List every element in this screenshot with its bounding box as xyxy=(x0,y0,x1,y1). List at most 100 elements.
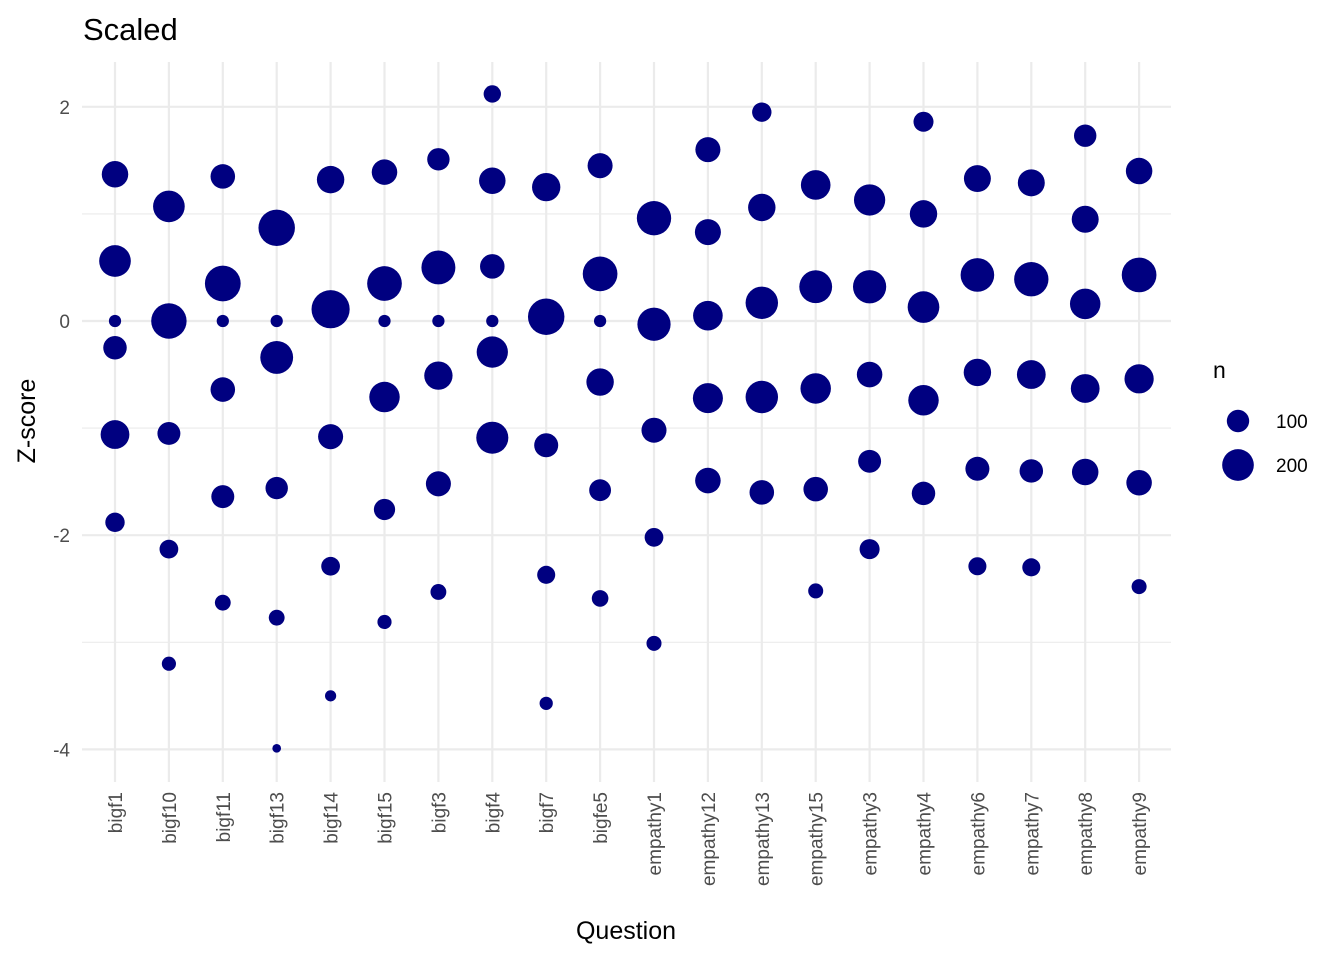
legend-key-label: 200 xyxy=(1276,456,1308,477)
data-point xyxy=(752,102,772,122)
data-point xyxy=(1126,469,1152,496)
data-point xyxy=(1124,364,1154,394)
data-point xyxy=(101,161,129,188)
data-point xyxy=(105,512,125,533)
data-point xyxy=(108,314,122,328)
data-point xyxy=(151,303,187,339)
x-tick-label: bigf10 xyxy=(160,792,181,844)
data-point xyxy=(960,258,995,292)
data-point xyxy=(424,361,453,390)
data-point xyxy=(532,172,561,202)
data-point xyxy=(1016,360,1046,389)
data-point xyxy=(161,656,176,671)
data-point xyxy=(270,314,283,328)
data-point xyxy=(963,165,991,193)
data-point xyxy=(378,314,391,328)
data-point xyxy=(103,336,127,360)
data-point xyxy=(1014,262,1049,297)
data-point xyxy=(367,266,402,301)
x-tick-label: empathy15 xyxy=(807,792,828,886)
data-point xyxy=(427,148,450,171)
y-tick-labels: -4 -2 0 2 xyxy=(53,98,70,762)
x-tick-label: empathy8 xyxy=(1076,792,1097,875)
data-point xyxy=(260,340,294,374)
y-axis-label: Z-score xyxy=(13,379,41,464)
x-tick-label: bigf7 xyxy=(537,792,558,833)
x-tick-label: bigfe5 xyxy=(591,792,612,844)
data-point xyxy=(258,209,295,247)
data-point xyxy=(1131,579,1147,595)
data-point xyxy=(268,609,285,626)
data-point xyxy=(321,556,340,576)
data-point xyxy=(157,421,181,445)
x-tick-label: empathy13 xyxy=(753,792,774,886)
data-point xyxy=(1070,374,1100,403)
data-point xyxy=(527,298,565,335)
x-tick-label: bigf13 xyxy=(268,792,289,844)
data-point xyxy=(852,270,887,304)
data-point xyxy=(582,256,618,292)
y-tick-label: 2 xyxy=(59,98,70,119)
legend-key-label: 100 xyxy=(1276,412,1308,433)
data-point xyxy=(911,481,936,506)
data-point xyxy=(1071,458,1099,486)
data-point xyxy=(325,690,337,702)
data-point xyxy=(483,85,501,103)
data-point xyxy=(369,381,400,413)
x-tick-label: bigf11 xyxy=(214,792,235,842)
data-point xyxy=(644,527,664,547)
data-point xyxy=(808,583,824,599)
data-point xyxy=(316,165,345,194)
data-point xyxy=(311,290,350,329)
x-tick-label: bigf15 xyxy=(376,792,397,844)
data-point xyxy=(432,314,445,328)
data-point xyxy=(907,291,940,323)
data-point xyxy=(486,314,499,328)
legend-key-circle xyxy=(1222,449,1254,481)
data-point xyxy=(800,170,831,200)
y-tick-label: -4 xyxy=(53,740,70,761)
data-point xyxy=(100,420,130,449)
data-point xyxy=(908,385,939,416)
x-tick-label: bigf1 xyxy=(106,792,127,833)
data-point xyxy=(858,449,882,473)
data-point xyxy=(534,433,559,458)
data-point xyxy=(216,314,229,328)
legend-title: n xyxy=(1213,357,1226,383)
data-point xyxy=(159,539,179,559)
data-point xyxy=(749,480,775,505)
data-point xyxy=(692,383,723,414)
data-point xyxy=(593,314,607,328)
data-points xyxy=(99,85,1157,753)
data-point xyxy=(425,471,451,497)
data-point xyxy=(748,193,776,222)
data-point xyxy=(803,476,828,502)
data-point xyxy=(856,361,883,388)
data-point xyxy=(377,614,392,630)
x-axis-label: Question xyxy=(576,917,676,945)
data-point xyxy=(210,164,236,189)
data-point xyxy=(1019,459,1044,483)
data-point xyxy=(539,696,553,710)
data-point xyxy=(479,167,506,194)
data-point xyxy=(211,485,235,509)
data-point xyxy=(591,590,609,607)
x-tick-label: empathy12 xyxy=(699,792,720,886)
x-tick-labels: bigf1 bigf10 bigf11 bigf13 bigf14 bigf15 bigf3… xyxy=(106,792,1151,886)
data-point xyxy=(745,380,779,414)
data-point xyxy=(153,190,185,223)
x-tick-label: bigf3 xyxy=(429,792,450,833)
data-point xyxy=(641,417,667,443)
legend: n 100 200 xyxy=(1213,357,1308,481)
data-point xyxy=(1071,205,1099,233)
data-point xyxy=(421,250,456,285)
y-tick-label: 0 xyxy=(59,312,70,333)
data-point xyxy=(1069,288,1101,320)
data-point xyxy=(968,557,987,576)
data-point xyxy=(99,245,131,277)
data-point xyxy=(272,743,282,753)
data-point xyxy=(373,498,396,521)
data-point xyxy=(963,358,992,387)
data-point xyxy=(1017,169,1045,197)
data-point xyxy=(371,159,398,185)
